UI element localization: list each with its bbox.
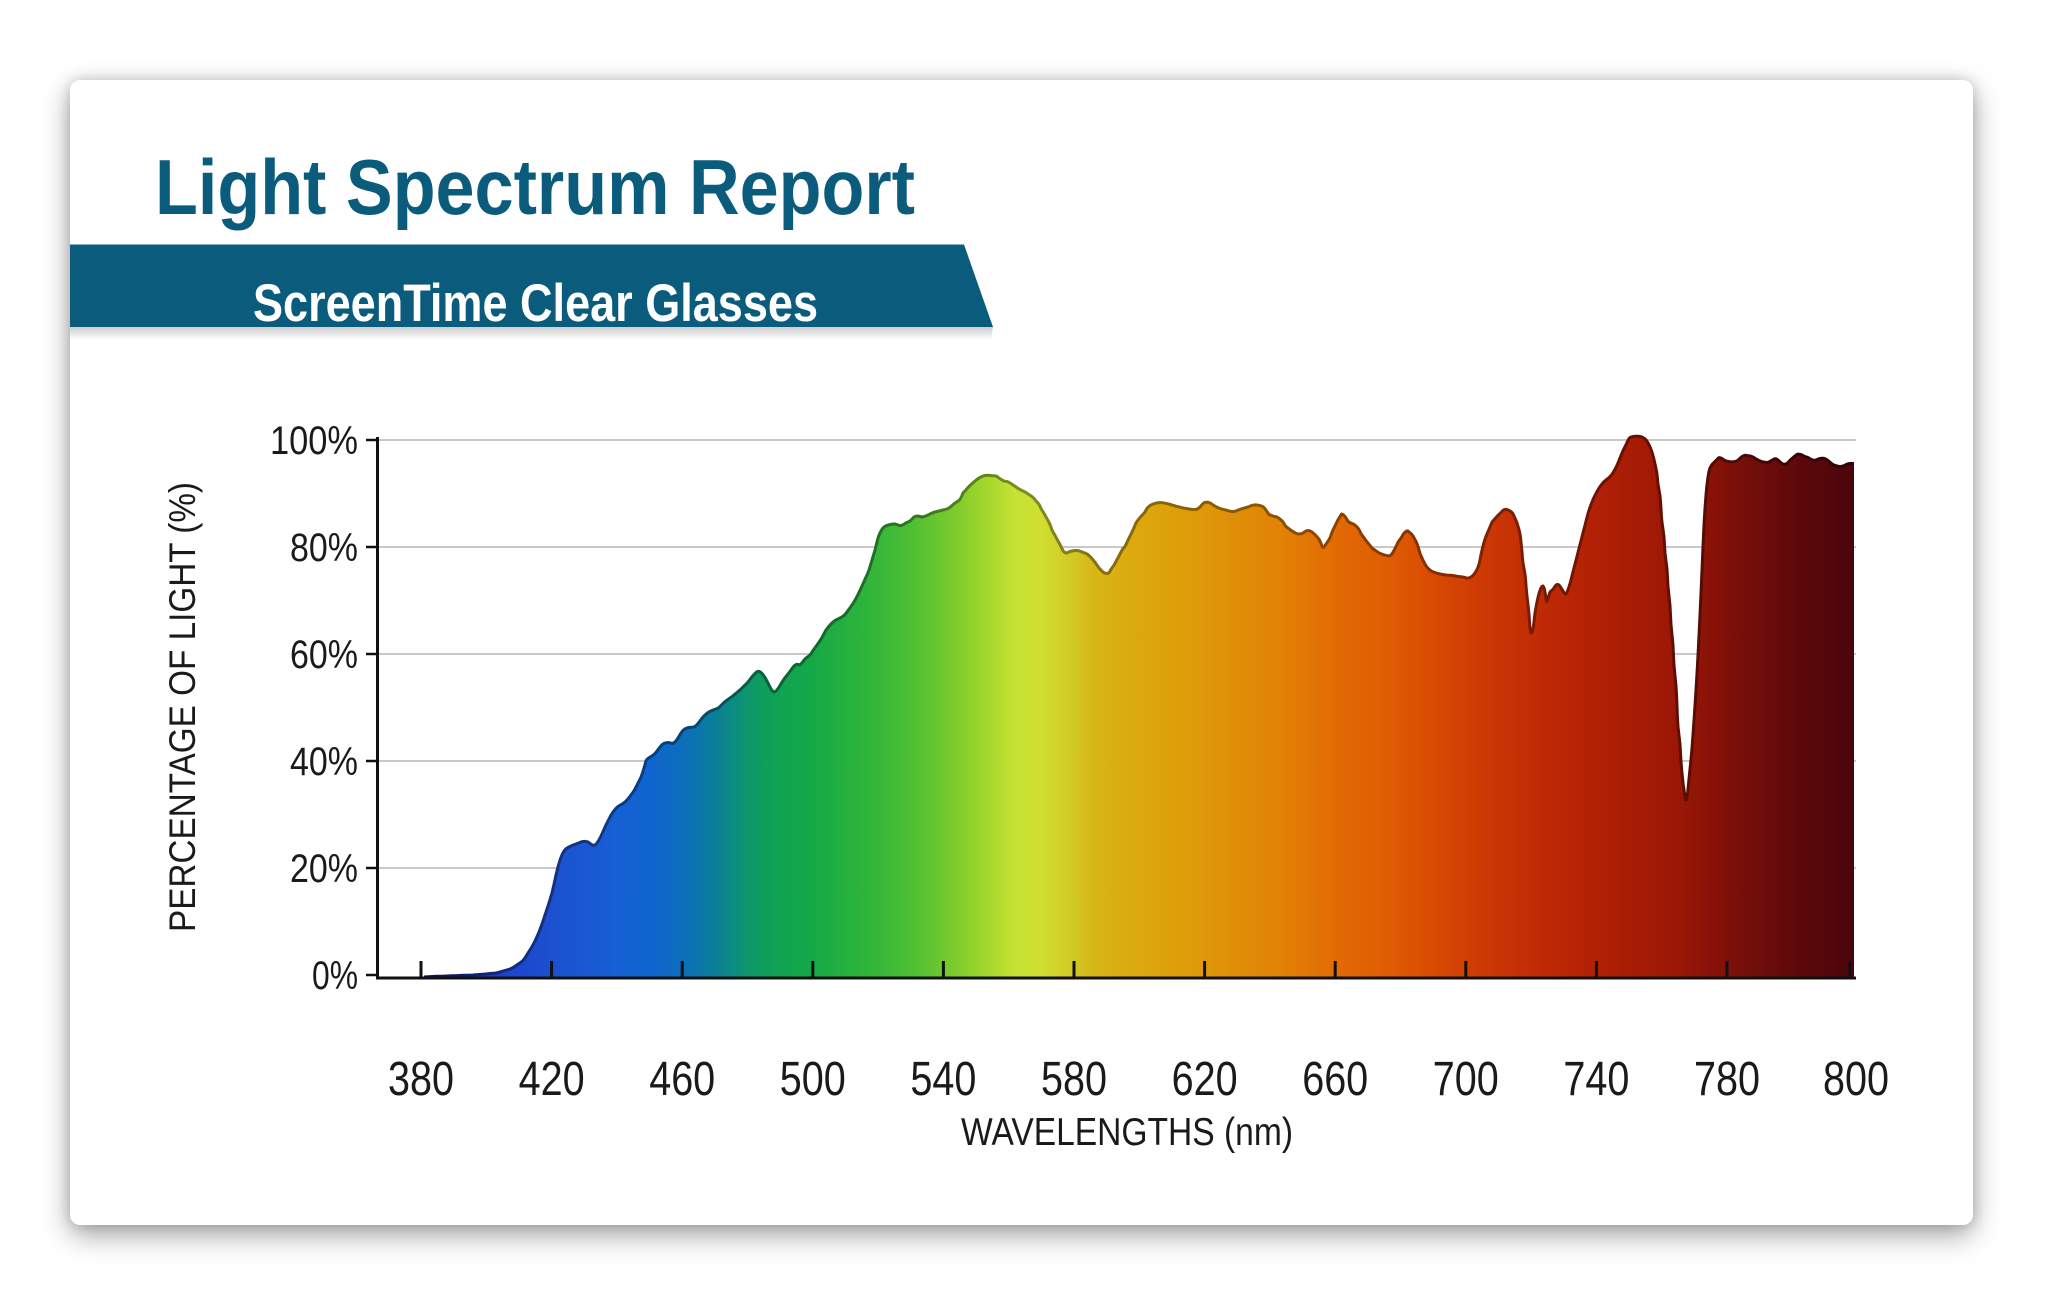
svg-text:20%: 20% — [290, 847, 358, 891]
svg-text:620: 620 — [1172, 1053, 1238, 1106]
svg-text:WAVELENGTHS (nm): WAVELENGTHS (nm) — [961, 1111, 1293, 1154]
svg-text:460: 460 — [649, 1053, 715, 1106]
svg-text:540: 540 — [910, 1053, 976, 1106]
svg-text:Light Spectrum Report: Light Spectrum Report — [155, 143, 915, 231]
svg-text:740: 740 — [1563, 1053, 1629, 1106]
svg-text:380: 380 — [388, 1053, 454, 1106]
svg-text:100%: 100% — [270, 419, 358, 463]
svg-text:660: 660 — [1302, 1053, 1368, 1106]
svg-text:580: 580 — [1041, 1053, 1107, 1106]
svg-text:420: 420 — [519, 1053, 585, 1106]
svg-text:60%: 60% — [290, 633, 358, 677]
svg-text:80%: 80% — [290, 526, 358, 570]
svg-text:0%: 0% — [312, 954, 358, 998]
svg-text:800: 800 — [1823, 1053, 1889, 1106]
svg-text:40%: 40% — [290, 740, 358, 784]
svg-text:PERCENTAGE OF LIGHT (%): PERCENTAGE OF LIGHT (%) — [162, 482, 203, 932]
svg-text:700: 700 — [1433, 1053, 1499, 1106]
svg-text:ScreenTime Clear Glasses: ScreenTime Clear Glasses — [253, 274, 818, 333]
svg-text:780: 780 — [1694, 1053, 1760, 1106]
svg-text:500: 500 — [780, 1053, 846, 1106]
